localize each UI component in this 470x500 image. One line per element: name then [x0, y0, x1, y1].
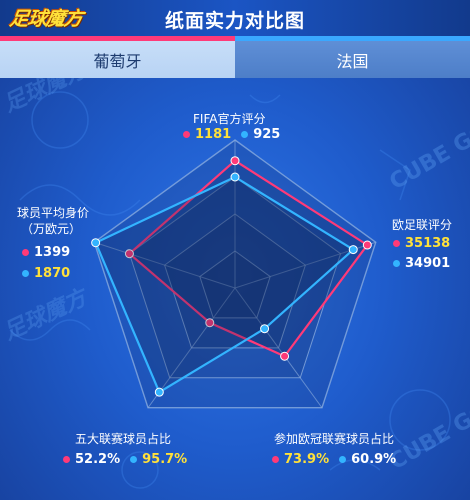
series-point-0-1	[362, 240, 372, 250]
page-title: 纸面实力对比图	[164, 10, 305, 32]
france-dot	[339, 456, 347, 463]
axis-label-value-unit: （万欧元）	[21, 222, 82, 236]
top5-value-france: 95.7%	[142, 452, 188, 467]
value-value-france: 1870	[34, 266, 71, 281]
axis-label-uefa: 欧足联评分	[392, 218, 453, 232]
team-bar-portugal: 葡萄牙	[0, 36, 235, 78]
france-dot	[22, 270, 29, 277]
team-bar-france: 法国	[235, 36, 470, 78]
fifa-value-portugal: 1181	[195, 127, 232, 142]
radar-spoke-4	[94, 241, 236, 289]
series-point-1-1	[348, 245, 358, 255]
portugal-dot	[272, 456, 279, 463]
series-polygon-1	[94, 175, 355, 394]
fifa-value-france: 925	[253, 127, 281, 142]
axis-values-top5: 52.2% 95.7%	[63, 452, 187, 467]
series-point-0-2	[280, 351, 290, 361]
series-point-1-4	[91, 238, 101, 248]
team-name-france: 法国	[336, 52, 369, 71]
value-value-portugal: 1399	[34, 245, 71, 260]
uefa-value-france: 34901	[405, 256, 451, 271]
series-point-0-3	[205, 318, 215, 328]
portugal-dot	[183, 131, 190, 138]
france-dot	[130, 456, 138, 463]
series-point-1-2	[260, 324, 270, 334]
portugal-dot	[63, 456, 70, 463]
radar-spoke-2	[234, 287, 323, 409]
series-point-0-4	[124, 249, 134, 259]
axis-value-value-france-row: 1870	[22, 266, 70, 281]
ucl-value-portugal: 73.9%	[284, 452, 330, 467]
ucl-value-france: 60.9%	[351, 452, 397, 467]
france-dot	[241, 131, 249, 138]
uefa-value-portugal: 35138	[405, 236, 451, 251]
team-name-portugal: 葡萄牙	[93, 52, 142, 71]
series-point-0-0	[230, 156, 240, 166]
axis-label-ucl: 参加欧冠联赛球员占比	[274, 432, 395, 446]
axis-value-uefa-france-row: 34901	[393, 256, 450, 271]
axis-value-value-portugal-row: 1399	[22, 245, 70, 260]
series-point-1-3	[154, 387, 164, 397]
portugal-dot	[22, 249, 29, 256]
axis-label-fifa: FIFA官方评分	[193, 112, 266, 126]
axis-value-uefa-portugal-row: 35138	[393, 236, 450, 251]
header-bar: 足球魔方 纸面实力对比图	[0, 0, 470, 36]
axis-label-value: 球员平均身价	[17, 206, 90, 220]
axis-values-ucl: 73.9% 60.9%	[272, 452, 396, 467]
france-dot	[393, 260, 400, 267]
axis-label-top5: 五大联赛球员占比	[75, 432, 172, 446]
top5-value-portugal: 52.2%	[75, 452, 121, 467]
axis-values-fifa: 1181 925	[183, 127, 280, 142]
radar-spoke-3	[147, 287, 236, 409]
portugal-dot	[393, 240, 400, 247]
series-point-1-0	[230, 172, 240, 182]
